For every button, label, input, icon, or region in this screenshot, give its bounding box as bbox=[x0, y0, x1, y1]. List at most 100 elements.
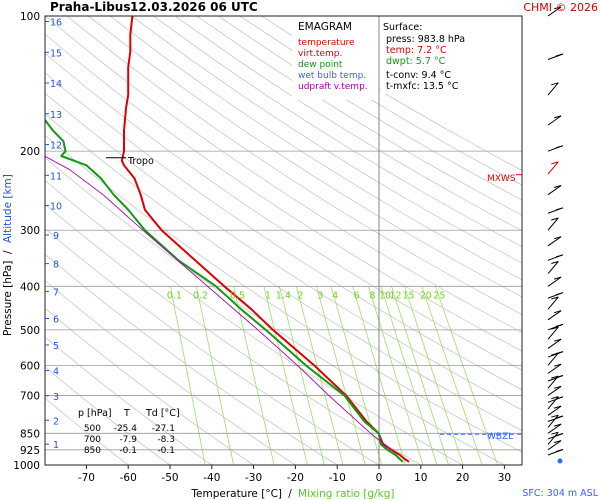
mxws-label: MXWS bbox=[487, 174, 516, 184]
wind-barb bbox=[547, 440, 562, 451]
wind-barb bbox=[547, 236, 562, 247]
dry-adiabat-line bbox=[45, 113, 522, 432]
x-tick-label: 30 bbox=[498, 472, 511, 484]
mixing-ratio-line bbox=[279, 286, 325, 465]
mixing-ratio-line bbox=[196, 286, 234, 465]
x-axis-title-mixing: Mixing ratio [g/kg] bbox=[298, 488, 394, 500]
table-row-td: -0.1 bbox=[157, 446, 175, 456]
dew-point-line bbox=[45, 118, 404, 463]
wind-barb bbox=[547, 338, 562, 349]
wind-barb bbox=[547, 414, 559, 428]
altitude-tick-label: 14 bbox=[50, 79, 62, 90]
mixing-ratio-line bbox=[368, 286, 424, 465]
altitude-tick-label: 6 bbox=[53, 315, 59, 326]
wind-barb bbox=[547, 375, 559, 389]
pressure-tick-label: 500 bbox=[20, 325, 40, 337]
wind-barb bbox=[547, 185, 562, 196]
surface-temp: temp: 7.2 °C bbox=[386, 45, 447, 56]
credit-link[interactable]: CHMI © 2026 bbox=[523, 1, 598, 14]
table-row-td: -27.1 bbox=[152, 424, 175, 434]
pressure-tick-label: 100 bbox=[20, 11, 40, 23]
mixing-ratio-line bbox=[263, 286, 308, 465]
wind-barb bbox=[547, 145, 564, 152]
wind-barb bbox=[547, 405, 562, 416]
legend-dew-point: dew point bbox=[298, 60, 343, 70]
wind-barb bbox=[547, 82, 559, 96]
dry-adiabat-line bbox=[45, 52, 522, 371]
table-row-p: 850 bbox=[84, 446, 101, 456]
x-tick-label: -70 bbox=[78, 472, 95, 484]
mixing-ratio-label: 8 bbox=[369, 290, 375, 301]
pressure-tick-label: 200 bbox=[20, 146, 40, 158]
mixing-ratio-label: 25 bbox=[433, 290, 445, 301]
x-tick-label: -40 bbox=[203, 472, 220, 484]
table-header-td: Td [°C] bbox=[145, 408, 180, 419]
mixing-ratio-line bbox=[330, 286, 382, 465]
table-header-p: p [hPa] bbox=[78, 408, 112, 419]
wind-barb bbox=[547, 396, 559, 410]
mixing-ratio-line bbox=[233, 286, 275, 465]
dry-adiabat-line bbox=[196, 16, 522, 216]
legend-title: EMAGRAM bbox=[298, 21, 352, 33]
dry-adiabat-line bbox=[45, 72, 522, 391]
dry-adiabat-line bbox=[174, 16, 522, 232]
mixing-ratio-label: 20 bbox=[420, 290, 432, 301]
legend-box bbox=[292, 18, 378, 100]
x-tick-label: -10 bbox=[329, 472, 346, 484]
altitude-tick-label: 13 bbox=[50, 110, 62, 121]
mixing-ratio-line bbox=[391, 286, 449, 465]
wind-barb bbox=[547, 449, 564, 456]
altitude-tick-label: 10 bbox=[50, 202, 62, 213]
legend-updraft: udpraft v.temp. bbox=[298, 82, 368, 92]
surface-title: Surface: bbox=[383, 22, 422, 33]
wind-barb bbox=[547, 363, 562, 374]
x-axis-title-temperature: Temperature [°C] bbox=[190, 488, 282, 500]
wind-barb bbox=[547, 161, 559, 175]
dry-adiabat-line bbox=[88, 16, 522, 298]
wind-barb bbox=[547, 6, 562, 17]
altitude-tick-label: 8 bbox=[53, 260, 59, 271]
legend-wet-bulb: wet bulb temp. bbox=[298, 71, 366, 81]
pressure-tick-label: 400 bbox=[20, 281, 40, 293]
mixing-ratio-label: 6 bbox=[354, 290, 360, 301]
plot-frame bbox=[44, 15, 523, 466]
station-title: Praha-Libus bbox=[50, 0, 130, 14]
wind-barb bbox=[547, 431, 559, 445]
altitude-tick-label: 16 bbox=[50, 18, 62, 29]
altitude-tick-label: 1 bbox=[53, 440, 59, 451]
mixing-ratio-label: 15 bbox=[402, 290, 414, 301]
mixing-ratio-label: 0.2 bbox=[193, 290, 208, 301]
table-row-t: -0.1 bbox=[119, 446, 137, 456]
wind-barb bbox=[547, 53, 564, 60]
mixing-ratio-label: 1 bbox=[265, 290, 271, 301]
mixing-ratio-label: 4 bbox=[332, 290, 338, 301]
surface-dwpt: dwpt: 5.7 °C bbox=[386, 56, 446, 67]
wind-barb bbox=[547, 326, 559, 340]
mixing-ratio-label: 10 bbox=[379, 290, 391, 301]
x-tick-label: -60 bbox=[120, 472, 137, 484]
x-tick-label: -30 bbox=[245, 472, 262, 484]
surface-press: press: 983.8 hPa bbox=[386, 34, 465, 45]
table-row-p: 700 bbox=[84, 435, 101, 445]
mixing-ratio-line bbox=[316, 286, 366, 465]
mixing-ratio-label: 12 bbox=[389, 290, 401, 301]
pressure-tick-label: 1000 bbox=[13, 460, 40, 472]
surface-tmxfc: t-mxfc: 13.5 °C bbox=[386, 81, 459, 92]
table-row-p: 500 bbox=[84, 424, 101, 434]
wind-barb bbox=[547, 276, 562, 287]
dry-adiabat-line bbox=[153, 16, 522, 248]
mixing-ratio-line bbox=[380, 286, 438, 465]
altitude-tick-label: 2 bbox=[53, 416, 59, 427]
wind-barb bbox=[547, 310, 562, 321]
mixing-ratio-label: 0.1 bbox=[167, 290, 182, 301]
dry-adiabat-line bbox=[131, 16, 522, 264]
wind-barb bbox=[547, 385, 562, 396]
wind-barb bbox=[547, 423, 562, 434]
wind-barb bbox=[547, 292, 564, 299]
wind-barb bbox=[547, 261, 559, 275]
altitude-tick-label: 12 bbox=[50, 141, 62, 152]
wind-barb bbox=[547, 217, 559, 231]
pressure-tick-label: 850 bbox=[20, 428, 40, 440]
mixing-ratio-label: 2 bbox=[297, 290, 303, 301]
